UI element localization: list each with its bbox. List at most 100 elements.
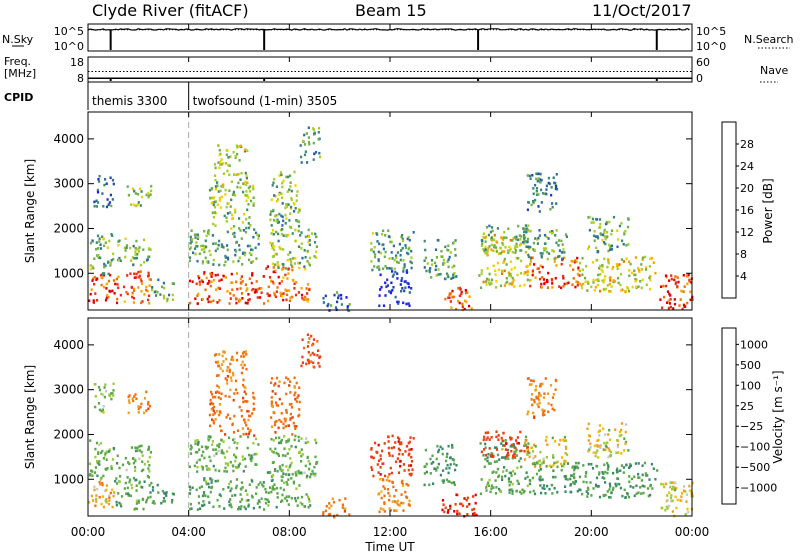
power-cell-8-31	[222, 246, 225, 249]
power-cell-9-23	[214, 185, 218, 188]
velocity-cell-22-71	[551, 492, 554, 495]
power-cell-20-70	[501, 272, 504, 275]
velocity-ytick-label-1: 2000	[53, 427, 84, 441]
power-cell-8-4	[209, 253, 212, 257]
velocity-cell-27-55	[679, 499, 682, 502]
velocity-cell-24-83	[591, 467, 595, 470]
power-cell-8-66	[257, 234, 260, 237]
velocity-cell-12-13	[270, 437, 273, 441]
power-cell-10-33	[230, 180, 233, 184]
velocity-cell-13-3	[293, 393, 296, 397]
power-cell-14-4	[300, 155, 303, 159]
power-cell-25-39	[608, 220, 611, 224]
power-cell-14-18	[303, 143, 307, 146]
velocity-cell-16-21	[400, 442, 403, 446]
power-cell-7-16	[218, 287, 221, 290]
power-cell-23-50	[543, 233, 547, 237]
velocity-cell-27-38	[660, 506, 663, 510]
power-cell-12-93	[270, 232, 273, 235]
freq-tick-bottom: 8	[77, 72, 84, 85]
power-cell-12-77	[271, 242, 274, 245]
velocity-cell-9-9	[247, 427, 250, 430]
velocity-cell-15-5	[324, 509, 327, 513]
velocity-cell-9-6	[247, 418, 250, 422]
velocity-cell-5-3	[157, 491, 160, 494]
velocity-cell-23-20	[564, 445, 568, 449]
power-cell-17-5	[389, 291, 393, 295]
velocity-cell-11-10	[298, 484, 301, 487]
velocity-cell-16-48	[371, 456, 374, 459]
power-cell-8-23	[189, 246, 193, 249]
power-cell-15-23	[345, 296, 348, 299]
velocity-cell-23-60	[552, 464, 555, 467]
power-cell-8-54	[202, 244, 205, 248]
velocity-cell-7-64	[195, 488, 198, 492]
velocity-cell-16-64	[401, 453, 404, 456]
power-cell-18-0	[447, 265, 450, 269]
power-cell-8-63	[250, 261, 253, 264]
velocity-cell-3-44	[136, 449, 139, 452]
velocity-cell-23-7	[565, 447, 568, 450]
velocity-cell-7-58	[209, 477, 212, 480]
velocity-colorbar-label-4: −25	[740, 420, 763, 433]
velocity-cell-25-61	[623, 437, 626, 440]
velocity-cell-4-10	[128, 394, 131, 397]
velocity-cell-7-3	[234, 493, 237, 497]
velocity-cell-23-35	[531, 450, 535, 453]
power-cell-15-3	[346, 307, 349, 310]
power-cell-8-47	[235, 250, 238, 253]
velocity-cell-24-131	[612, 471, 615, 475]
velocity-cell-0-16	[95, 500, 98, 503]
power-cell-26-10	[531, 174, 534, 177]
cpid-mode-label-0: themis 3300	[92, 94, 167, 108]
power-cell-16-38	[377, 259, 380, 263]
power-cell-8-37	[234, 253, 237, 257]
velocity-cell-27-45	[691, 481, 694, 485]
velocity-cell-6-18	[110, 397, 113, 401]
power-cell-13-42	[274, 195, 277, 198]
power-cell-21-54	[526, 228, 529, 232]
velocity-cell-25-30	[607, 447, 610, 450]
power-cell-21-48	[514, 244, 517, 248]
velocity-cell-21-17	[486, 436, 489, 439]
velocity-cell-19-21	[447, 509, 450, 512]
power-cell-2-38	[122, 285, 126, 289]
velocity-cell-23-58	[562, 464, 565, 468]
power-cell-8-6	[203, 250, 206, 254]
velocity-cell-13-59	[270, 381, 273, 385]
velocity-cell-26-52	[550, 403, 553, 407]
velocity-cell-23-21	[563, 435, 567, 439]
velocity-cell-16-54	[390, 471, 393, 475]
power-cell-20-83	[503, 269, 506, 273]
velocity-cell-16-17	[379, 454, 382, 457]
velocity-cell-16-22	[409, 436, 412, 439]
velocity-cell-21-15	[484, 431, 487, 435]
velocity-cell-10-63	[236, 358, 239, 362]
power-cell-9-49	[224, 193, 227, 196]
power-cell-12-81	[304, 256, 307, 259]
velocity-cell-7-98	[230, 487, 233, 490]
power-cell-16-66	[409, 260, 412, 263]
power-cell-20-78	[509, 272, 512, 276]
power-cell-18-27	[437, 273, 440, 276]
velocity-cell-18-4	[451, 458, 454, 461]
velocity-cell-4-25	[140, 402, 143, 406]
power-cell-9-24	[242, 190, 245, 194]
velocity-cell-20-2	[508, 471, 511, 475]
power-cell-27-50	[682, 303, 686, 307]
velocity-cell-12-84	[315, 441, 318, 445]
power-cell-8-119	[214, 249, 217, 253]
power-cell-22-29	[539, 264, 542, 268]
velocity-cell-24-108	[630, 477, 633, 481]
velocity-cell-20-112	[480, 478, 483, 481]
velocity-cell-23-18	[533, 465, 537, 468]
power-cell-4-1	[145, 193, 148, 197]
velocity-cell-4-12	[137, 407, 140, 411]
power-cell-8-55	[214, 242, 217, 245]
velocity-cell-6-20	[97, 385, 101, 389]
power-cell-7-28	[246, 287, 249, 290]
power-cell-7-75	[239, 299, 242, 302]
power-cell-7-48	[209, 284, 212, 288]
cpid-mode-label-1: twofsound (1-min) 3505	[193, 94, 338, 108]
